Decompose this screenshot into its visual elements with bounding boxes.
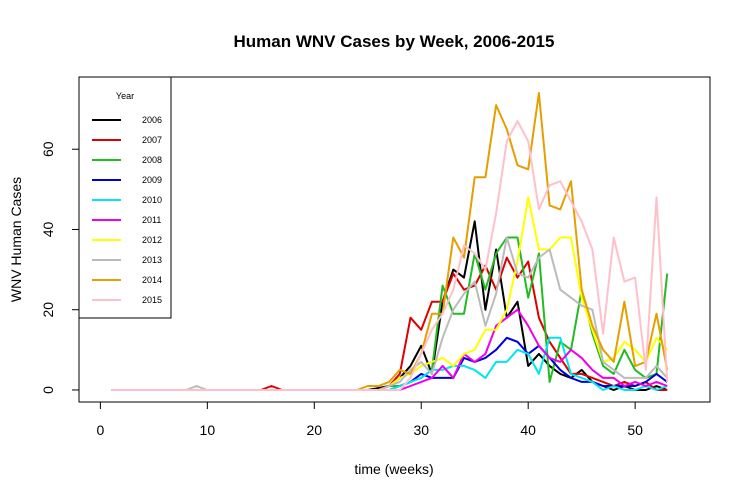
x-tick-label: 10 [200, 422, 216, 438]
series-line-2011 [111, 308, 668, 391]
series-line-2007 [111, 256, 668, 391]
x-tick-label: 0 [96, 422, 104, 438]
series-line-2012 [111, 196, 668, 391]
y-axis: 0 20 40 60 [40, 141, 80, 394]
legend-items: 2006 2007 2008 2009 2010 2011 2012 2013 2014 2015 [92, 115, 162, 305]
y-tick-label: 20 [40, 302, 56, 318]
x-tick-label: 50 [627, 422, 643, 438]
legend-label-2010: 2010 [142, 195, 162, 205]
legend-label-2009: 2009 [142, 175, 162, 185]
x-tick-label: 30 [413, 422, 429, 438]
x-tick-label: 20 [306, 422, 322, 438]
series-line-2006 [111, 220, 668, 391]
series-line-2015 [111, 120, 669, 391]
series-line-2008 [111, 236, 669, 391]
legend-label-2006: 2006 [142, 115, 162, 125]
legend-label-2014: 2014 [142, 275, 162, 285]
chart-title: Human WNV Cases by Week, 2006-2015 [234, 32, 555, 51]
y-tick-label: 0 [40, 386, 56, 394]
series-layer [111, 92, 669, 391]
series-line-2010 [111, 336, 668, 391]
legend-label-2012: 2012 [142, 235, 162, 245]
legend-title: Year [116, 91, 134, 101]
y-axis-label: WNV Human Cases [8, 177, 24, 302]
legend-label-2008: 2008 [142, 155, 162, 165]
x-axis: 0 10 20 30 40 50 [96, 401, 643, 438]
legend-label-2011: 2011 [142, 215, 161, 225]
series-line-2009 [111, 336, 668, 391]
legend: Year 2006 2007 2008 2009 2010 2011 2012 2013 201… [78, 76, 172, 319]
series-line-2014 [111, 92, 669, 391]
y-tick-label: 40 [40, 221, 56, 237]
x-tick-label: 40 [520, 422, 536, 438]
series-line-2013 [111, 236, 668, 391]
y-tick-label: 60 [40, 141, 56, 157]
legend-box [78, 76, 172, 319]
x-axis-label: time (weeks) [354, 461, 433, 477]
legend-label-2013: 2013 [142, 255, 162, 265]
legend-label-2015: 2015 [142, 295, 162, 305]
legend-label-2007: 2007 [142, 135, 162, 145]
